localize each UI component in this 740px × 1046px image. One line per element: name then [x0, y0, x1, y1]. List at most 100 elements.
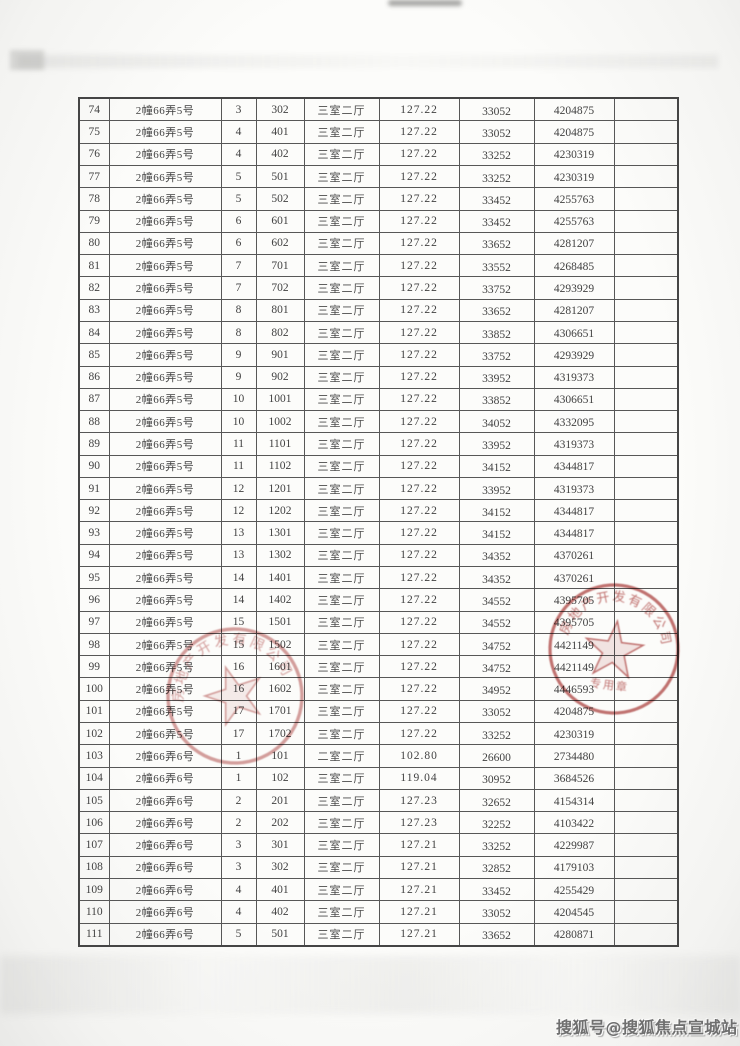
table-row: 82 2幢66弄5号 7 702 三室二厅 127.22 33752 4293929	[78, 276, 679, 300]
table-cell: 74	[78, 97, 110, 122]
table-cell: 2幢66弄6号	[108, 833, 222, 857]
table-cell: 110	[78, 900, 110, 924]
table-cell: 99	[78, 655, 110, 679]
table-cell: 1301	[255, 521, 305, 545]
table-cell: 127.22	[378, 254, 460, 278]
table-cell: 106	[78, 811, 110, 835]
table-row: 74 2幢66弄5号 3 302 三室二厅 127.22 33052 4204875	[78, 97, 679, 122]
table-cell: 79	[78, 209, 110, 233]
table-cell: 101	[78, 699, 110, 724]
table-cell	[613, 833, 679, 857]
table-cell: 33452	[458, 209, 535, 233]
table-cell	[613, 320, 679, 345]
table-cell: 33952	[458, 432, 535, 456]
table-cell	[613, 610, 679, 634]
table-cell: 2	[220, 811, 257, 835]
table-cell: 三室二厅	[303, 97, 380, 122]
table-cell: 三室二厅	[303, 499, 380, 523]
table-cell: 三室二厅	[303, 811, 380, 835]
table-cell: 33752	[458, 276, 535, 300]
table-row: 108 2幢66弄6号 3 302 三室二厅 127.21 32852 4179103	[78, 855, 679, 879]
table-cell: 127.22	[378, 231, 460, 256]
table-cell: 5	[220, 922, 257, 947]
table-cell: 302	[255, 97, 305, 122]
table-cell	[613, 387, 679, 412]
table-cell: 8	[220, 320, 257, 345]
table-cell: 1402	[255, 588, 305, 612]
table-cell: 902	[255, 365, 305, 389]
table-cell: 76	[78, 142, 110, 166]
table-row: 107 2幢66弄6号 3 301 三室二厅 127.21 33252 4229987	[78, 833, 679, 857]
table-cell: 801	[255, 298, 305, 322]
table-cell	[613, 476, 679, 501]
table-cell: 14	[220, 566, 257, 590]
table-cell: 4255429	[533, 877, 615, 902]
table-cell: 127.22	[378, 610, 460, 634]
table-cell: 9	[220, 343, 257, 367]
table-cell	[613, 744, 679, 768]
table-cell: 4230319	[533, 142, 615, 166]
table-cell: 33252	[458, 833, 535, 857]
table-cell: 101	[255, 744, 305, 768]
table-row: 89 2幢66弄5号 11 1101 三室二厅 127.22 33952 4319373	[78, 432, 679, 456]
table-cell: 34952	[458, 677, 535, 701]
table-cell: 601	[255, 209, 305, 233]
table-cell: 三室二厅	[303, 788, 380, 813]
table-cell: 127.21	[378, 833, 460, 857]
table-cell: 90	[78, 454, 110, 478]
table-cell: 502	[255, 187, 305, 211]
table-cell: 34752	[458, 655, 535, 679]
table-cell	[613, 120, 679, 144]
table-row: 81 2幢66弄5号 7 701 三室二厅 127.22 33552 4268485	[78, 254, 679, 278]
table-cell: 2幢66弄5号	[108, 231, 222, 256]
table-cell: 402	[255, 900, 305, 924]
table-cell: 15	[220, 610, 257, 634]
table-cell: 81	[78, 254, 110, 278]
table-cell: 2幢66弄6号	[108, 766, 222, 790]
table-cell: 4204875	[533, 97, 615, 122]
table-cell: 33052	[458, 900, 535, 924]
table-cell: 9	[220, 365, 257, 389]
table-cell: 三室二厅	[303, 476, 380, 501]
table-cell: 6	[220, 209, 257, 233]
table-cell: 5	[220, 187, 257, 211]
table-cell: 127.22	[378, 387, 460, 412]
table-cell: 三室二厅	[303, 432, 380, 456]
table-cell: 127.22	[378, 677, 460, 701]
table-cell: 4293929	[533, 276, 615, 300]
table-cell: 127.22	[378, 164, 460, 189]
table-cell: 2幢66弄5号	[108, 655, 222, 679]
table-cell: 4370261	[533, 566, 615, 590]
table-cell: 4421149	[533, 655, 615, 679]
table-cell: 4	[220, 142, 257, 166]
table-cell: 2幢66弄6号	[108, 855, 222, 879]
table-cell: 127.22	[378, 365, 460, 389]
table-cell: 12	[220, 499, 257, 523]
table-cell: 三室二厅	[303, 722, 380, 746]
table-cell: 2幢66弄5号	[108, 142, 222, 166]
table-cell	[613, 97, 679, 122]
table-cell: 401	[255, 877, 305, 902]
table-cell: 201	[255, 788, 305, 813]
table-cell: 1702	[255, 722, 305, 746]
table-cell: 32652	[458, 788, 535, 813]
table-cell: 127.22	[378, 298, 460, 322]
table-cell: 10	[220, 387, 257, 412]
table-row: 92 2幢66弄5号 12 1202 三室二厅 127.22 34152 4344817	[78, 499, 679, 523]
table-cell: 17	[220, 722, 257, 746]
table-cell: 11	[220, 432, 257, 456]
sohu-watermark: 搜狐号@搜狐焦点宣城站	[556, 1018, 738, 1037]
table-row: 94 2幢66弄5号 13 1302 三室二厅 127.22 34352 4370261	[78, 543, 679, 568]
table-cell: 4268485	[533, 254, 615, 278]
table-cell: 95	[78, 566, 110, 590]
scan-artifact-left-mark	[10, 50, 44, 70]
table-cell: 33852	[458, 387, 535, 412]
table-cell: 2幢66弄6号	[108, 788, 222, 813]
table-row: 80 2幢66弄5号 6 602 三室二厅 127.22 33652 4281207	[78, 231, 679, 256]
table-cell: 901	[255, 343, 305, 367]
table-cell: 82	[78, 276, 110, 300]
table-cell: 127.22	[378, 343, 460, 367]
table-cell: 127.22	[378, 97, 460, 122]
table-cell: 86	[78, 365, 110, 389]
table-cell: 33052	[458, 699, 535, 724]
